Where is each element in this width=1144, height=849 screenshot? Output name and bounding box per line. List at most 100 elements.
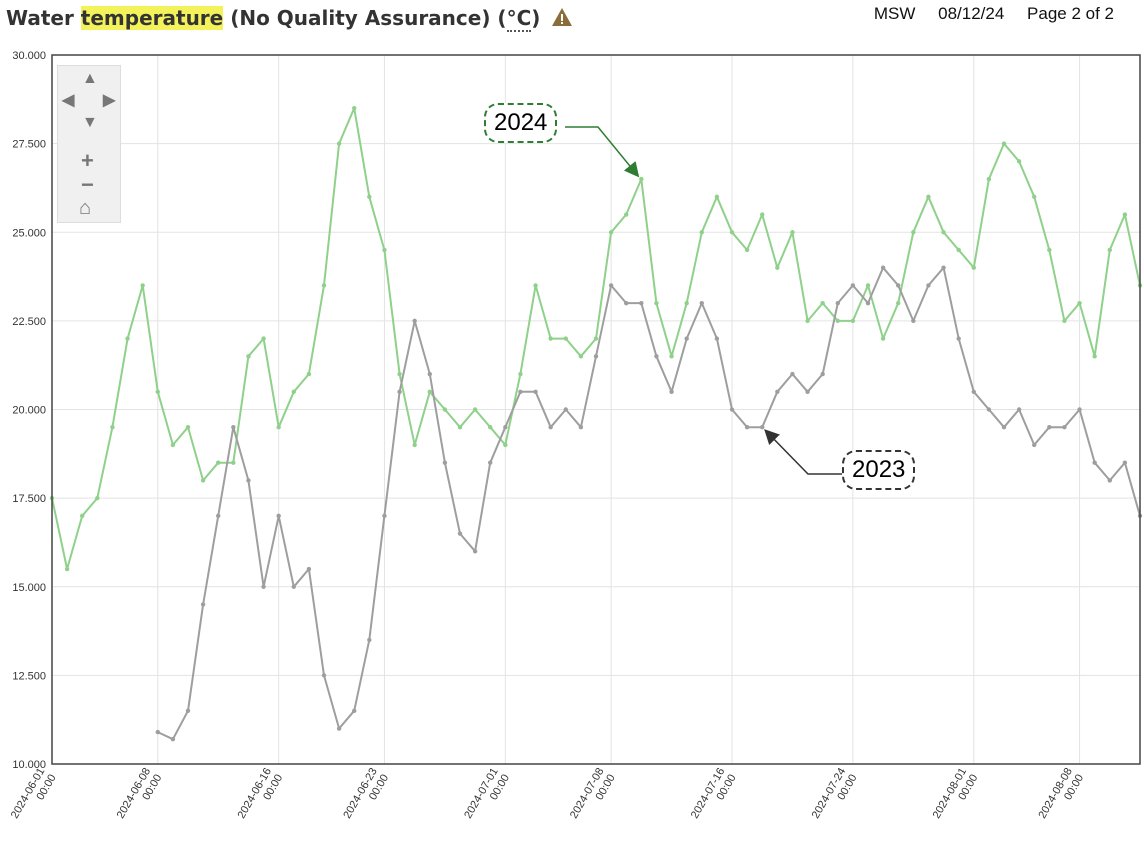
data-point [472,407,478,412]
data-point [880,336,886,341]
data-point [64,566,70,572]
data-point [956,247,961,253]
data-point [699,230,704,235]
data-point [593,336,599,341]
data-point [231,460,236,465]
pan-right-icon[interactable]: ▶ [103,92,116,109]
data-point [805,389,810,394]
data-point [1047,425,1052,430]
data-point [729,230,735,235]
y-tick-label: 10.000 [12,759,46,771]
meta-page: Page 2 of 2 [1027,4,1114,23]
data-point [427,389,432,394]
data-point [790,230,795,235]
data-point [835,318,840,324]
data-point [185,708,191,714]
data-point [911,230,916,235]
data-point [1122,212,1128,217]
data-point [760,425,765,430]
data-point [986,407,992,412]
data-point [533,389,538,394]
data-point [775,389,780,394]
data-point [669,354,674,359]
data-point [926,194,931,199]
data-point [382,513,387,519]
callout-2024: 2024 [484,103,558,143]
data-point [352,708,357,714]
data-point [80,513,85,519]
data-point [775,265,780,270]
data-point [1032,442,1037,448]
plot-frame [51,54,1141,765]
data-point [865,300,871,306]
data-point [986,176,992,182]
data-point [1077,407,1082,412]
pan-up-icon[interactable]: ▲ [82,70,98,87]
data-point [714,194,720,199]
data-point [412,318,417,324]
chart-title: Water temperature (No Quality Assurance)… [6,6,573,32]
series-2023 [155,265,1143,742]
data-point [336,726,342,731]
data-point [850,283,856,288]
y-tick-label: 25.000 [12,227,46,239]
chart-nav-panel: ▲ ◀ ▶ ▼ + − ⌂ [57,65,121,223]
data-point [835,300,840,306]
data-point [306,371,312,377]
data-point [911,318,916,324]
data-point [1062,425,1067,430]
data-point [820,300,825,306]
data-point [155,389,160,394]
data-point [246,478,251,483]
data-point [714,336,720,341]
arrow-2023 [764,429,842,475]
data-point [1032,194,1037,199]
data-point [155,729,160,735]
data-point [805,318,810,324]
data-point [1107,478,1112,483]
zoom-in-icon[interactable]: + [81,148,94,173]
data-point [503,442,508,448]
data-point [608,230,614,235]
callout-2023: 2023 [842,450,916,490]
meta-author: MSW [873,4,916,23]
data-point [185,425,191,430]
data-point [593,354,599,359]
data-point [548,425,553,430]
data-point [1016,407,1022,412]
data-point [744,247,750,253]
zoom-out-icon[interactable]: − [81,172,94,197]
data-point [518,371,523,377]
series-line-2023 [157,266,1141,741]
data-point [639,176,644,182]
data-point [246,354,251,359]
data-point [352,105,357,111]
data-point [125,336,130,341]
title-unit: °C [506,6,532,32]
data-point [1107,247,1112,253]
data-point [578,354,584,359]
pan-left-icon[interactable]: ◀ [62,92,75,109]
data-point [1001,425,1007,430]
meta-date: 08/12/24 [938,4,1005,23]
data-point [1092,460,1097,465]
data-point [896,300,901,306]
data-point [200,602,206,607]
data-point [654,354,659,359]
pan-down-icon[interactable]: ▼ [82,114,98,131]
data-point [397,371,402,377]
home-icon[interactable]: ⌂ [79,197,92,219]
y-tick-label: 12.500 [12,670,46,682]
data-point [956,336,961,341]
data-point [850,318,856,324]
data-point [654,300,659,306]
y-tick-label: 30.000 [12,50,46,62]
data-point [744,425,750,430]
data-point [472,549,478,554]
warning-triangle-icon[interactable] [551,7,573,32]
